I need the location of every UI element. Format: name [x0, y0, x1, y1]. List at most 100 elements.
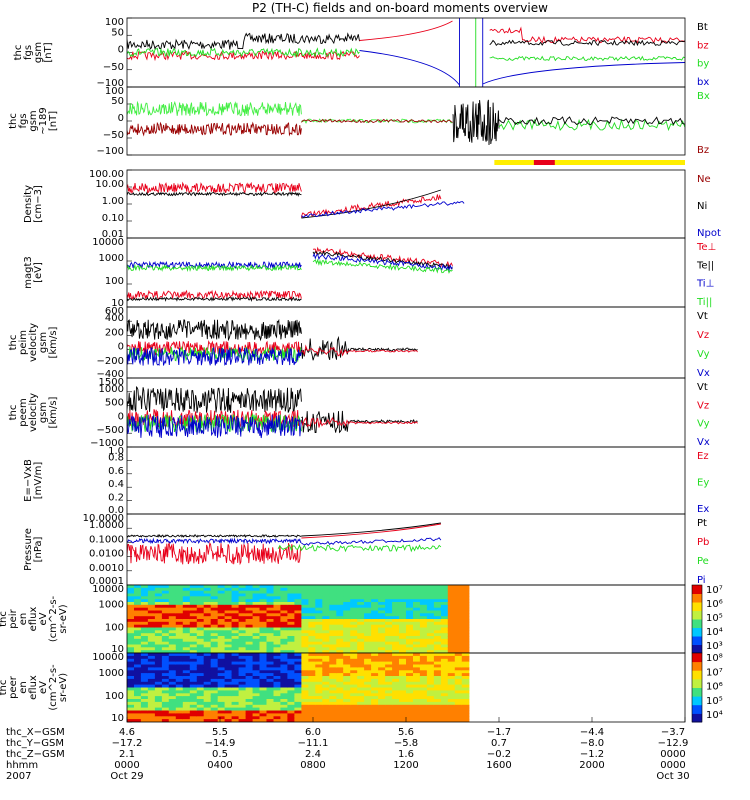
spectrogram-cell: [322, 676, 330, 680]
spectrogram-cell: [252, 664, 261, 668]
spectrogram-cell: [147, 607, 156, 612]
spectrogram-cell: [329, 716, 337, 720]
spectrogram-cell: [315, 658, 323, 663]
spectrogram-cell: [196, 716, 205, 720]
spectrogram-cell: [413, 655, 421, 660]
spectrogram-cell: [426, 701, 435, 706]
spectrogram-cell: [238, 621, 247, 626]
spectrogram-cell: [175, 719, 184, 722]
spectrogram-cell: [364, 624, 372, 629]
spectrogram-cell: [280, 655, 288, 660]
spectrogram-cell: [273, 667, 282, 671]
spectrogram-cell: [189, 687, 198, 691]
spectrogram-cell: [189, 676, 198, 680]
spectrogram-cell: [461, 707, 470, 712]
series-bz-rise: [359, 20, 453, 41]
spectrogram-cell: [161, 636, 170, 640]
spectrogram-cell: [426, 585, 435, 589]
spectrogram-cell: [357, 658, 365, 663]
spectrogram-cell: [273, 655, 282, 660]
spectrogram-cell: [287, 596, 295, 600]
spectrogram-cell: [189, 604, 198, 609]
spectrogram-cell: [266, 687, 275, 691]
spectrogram-cell: [245, 716, 254, 720]
colorbar-label: 10⁵: [706, 696, 723, 707]
spectrogram-cell: [238, 636, 247, 640]
spectrogram-cell: [287, 684, 295, 689]
spectrogram-cell: [329, 593, 337, 597]
spectrogram-cell: [336, 699, 344, 703]
spectrogram-cell: [454, 647, 463, 651]
spectrogram-cell: [315, 670, 323, 674]
spectrogram-cell: [147, 655, 156, 660]
spectrogram-cell: [371, 655, 379, 660]
spectrogram-cell: [245, 630, 254, 634]
spectrogram-cell: [447, 587, 456, 592]
spectrogram-cell: [301, 704, 309, 709]
spectrogram-cell: [154, 621, 163, 626]
ylabel-line: eflux: [28, 675, 39, 700]
spectrogram-cell: [266, 655, 275, 660]
colorbar-label: 10⁶: [706, 599, 723, 610]
spectrogram-cell: [175, 641, 184, 646]
spectrogram-cell: [413, 641, 421, 646]
spectrogram-cell: [322, 641, 330, 646]
spectrogram-cell: [343, 627, 351, 631]
spectrogram-cell: [127, 616, 135, 620]
xaxis-tick-label: 2000: [579, 760, 604, 771]
spectrogram-cell: [440, 587, 449, 592]
spectrogram-cell: [287, 707, 295, 712]
spectrogram-cell: [259, 644, 268, 648]
spectrogram-cell: [147, 690, 156, 694]
ytick-label: 50: [111, 27, 124, 38]
spectrogram-cell: [273, 707, 282, 712]
spectrogram-cell: [440, 616, 449, 620]
spectrogram-cell: [238, 604, 247, 609]
spectrogram-cell: [433, 716, 442, 720]
spectrogram-cell: [308, 624, 316, 629]
spectrogram-cell: [406, 664, 414, 668]
spectrogram-cell: [447, 604, 456, 609]
spectrogram-cell: [350, 684, 358, 689]
spectrogram-cell: [454, 636, 463, 640]
spectrogram-cell: [238, 593, 247, 597]
spectrogram-cell: [154, 701, 163, 706]
colorbar-swatch: [692, 704, 702, 714]
spectrogram-cell: [454, 621, 463, 626]
spectrogram-cell: [399, 673, 407, 677]
spectrogram-cell: [294, 624, 302, 629]
spectrogram-cell: [266, 590, 275, 595]
ylabel-line: [nT]: [48, 111, 59, 131]
xaxis-tick-label: 0000: [660, 760, 685, 771]
spectrogram-cell: [343, 604, 351, 609]
spectrogram-cell: [322, 650, 330, 653]
spectrogram-cell: [280, 696, 288, 700]
spectrogram-cell: [343, 713, 351, 717]
spectrogram-cell: [308, 607, 316, 612]
spectrogram-cell: [238, 713, 247, 717]
spectrogram-cell: [426, 604, 435, 609]
spectrogram-cell: [454, 664, 463, 668]
spectrogram-cell: [161, 719, 170, 722]
spectrogram-cell: [413, 636, 421, 640]
spectrogram-cell: [147, 590, 156, 595]
spectrogram-cell: [433, 616, 442, 620]
spectrogram-cell: [140, 655, 149, 660]
spectrogram-cell: [189, 636, 198, 640]
xaxis-tick-label: 5.6: [398, 727, 414, 738]
spectrogram-cell: [419, 661, 428, 666]
spectrogram-cell: [364, 616, 372, 620]
spectrogram-cell: [406, 690, 414, 694]
spectrogram-cell: [189, 627, 198, 631]
spectrogram-cell: [127, 638, 135, 643]
spectrogram-cell: [203, 696, 212, 700]
spectrogram-cell: [147, 661, 156, 666]
spectrogram-cell: [371, 633, 379, 637]
spectrogram-cell: [259, 684, 268, 689]
spectrogram-cell: [399, 699, 407, 703]
spectrogram-cell: [196, 673, 205, 677]
spectrogram-cell: [273, 690, 282, 694]
spectrogram-cell: [454, 650, 463, 653]
spectrogram-cell: [440, 678, 449, 683]
